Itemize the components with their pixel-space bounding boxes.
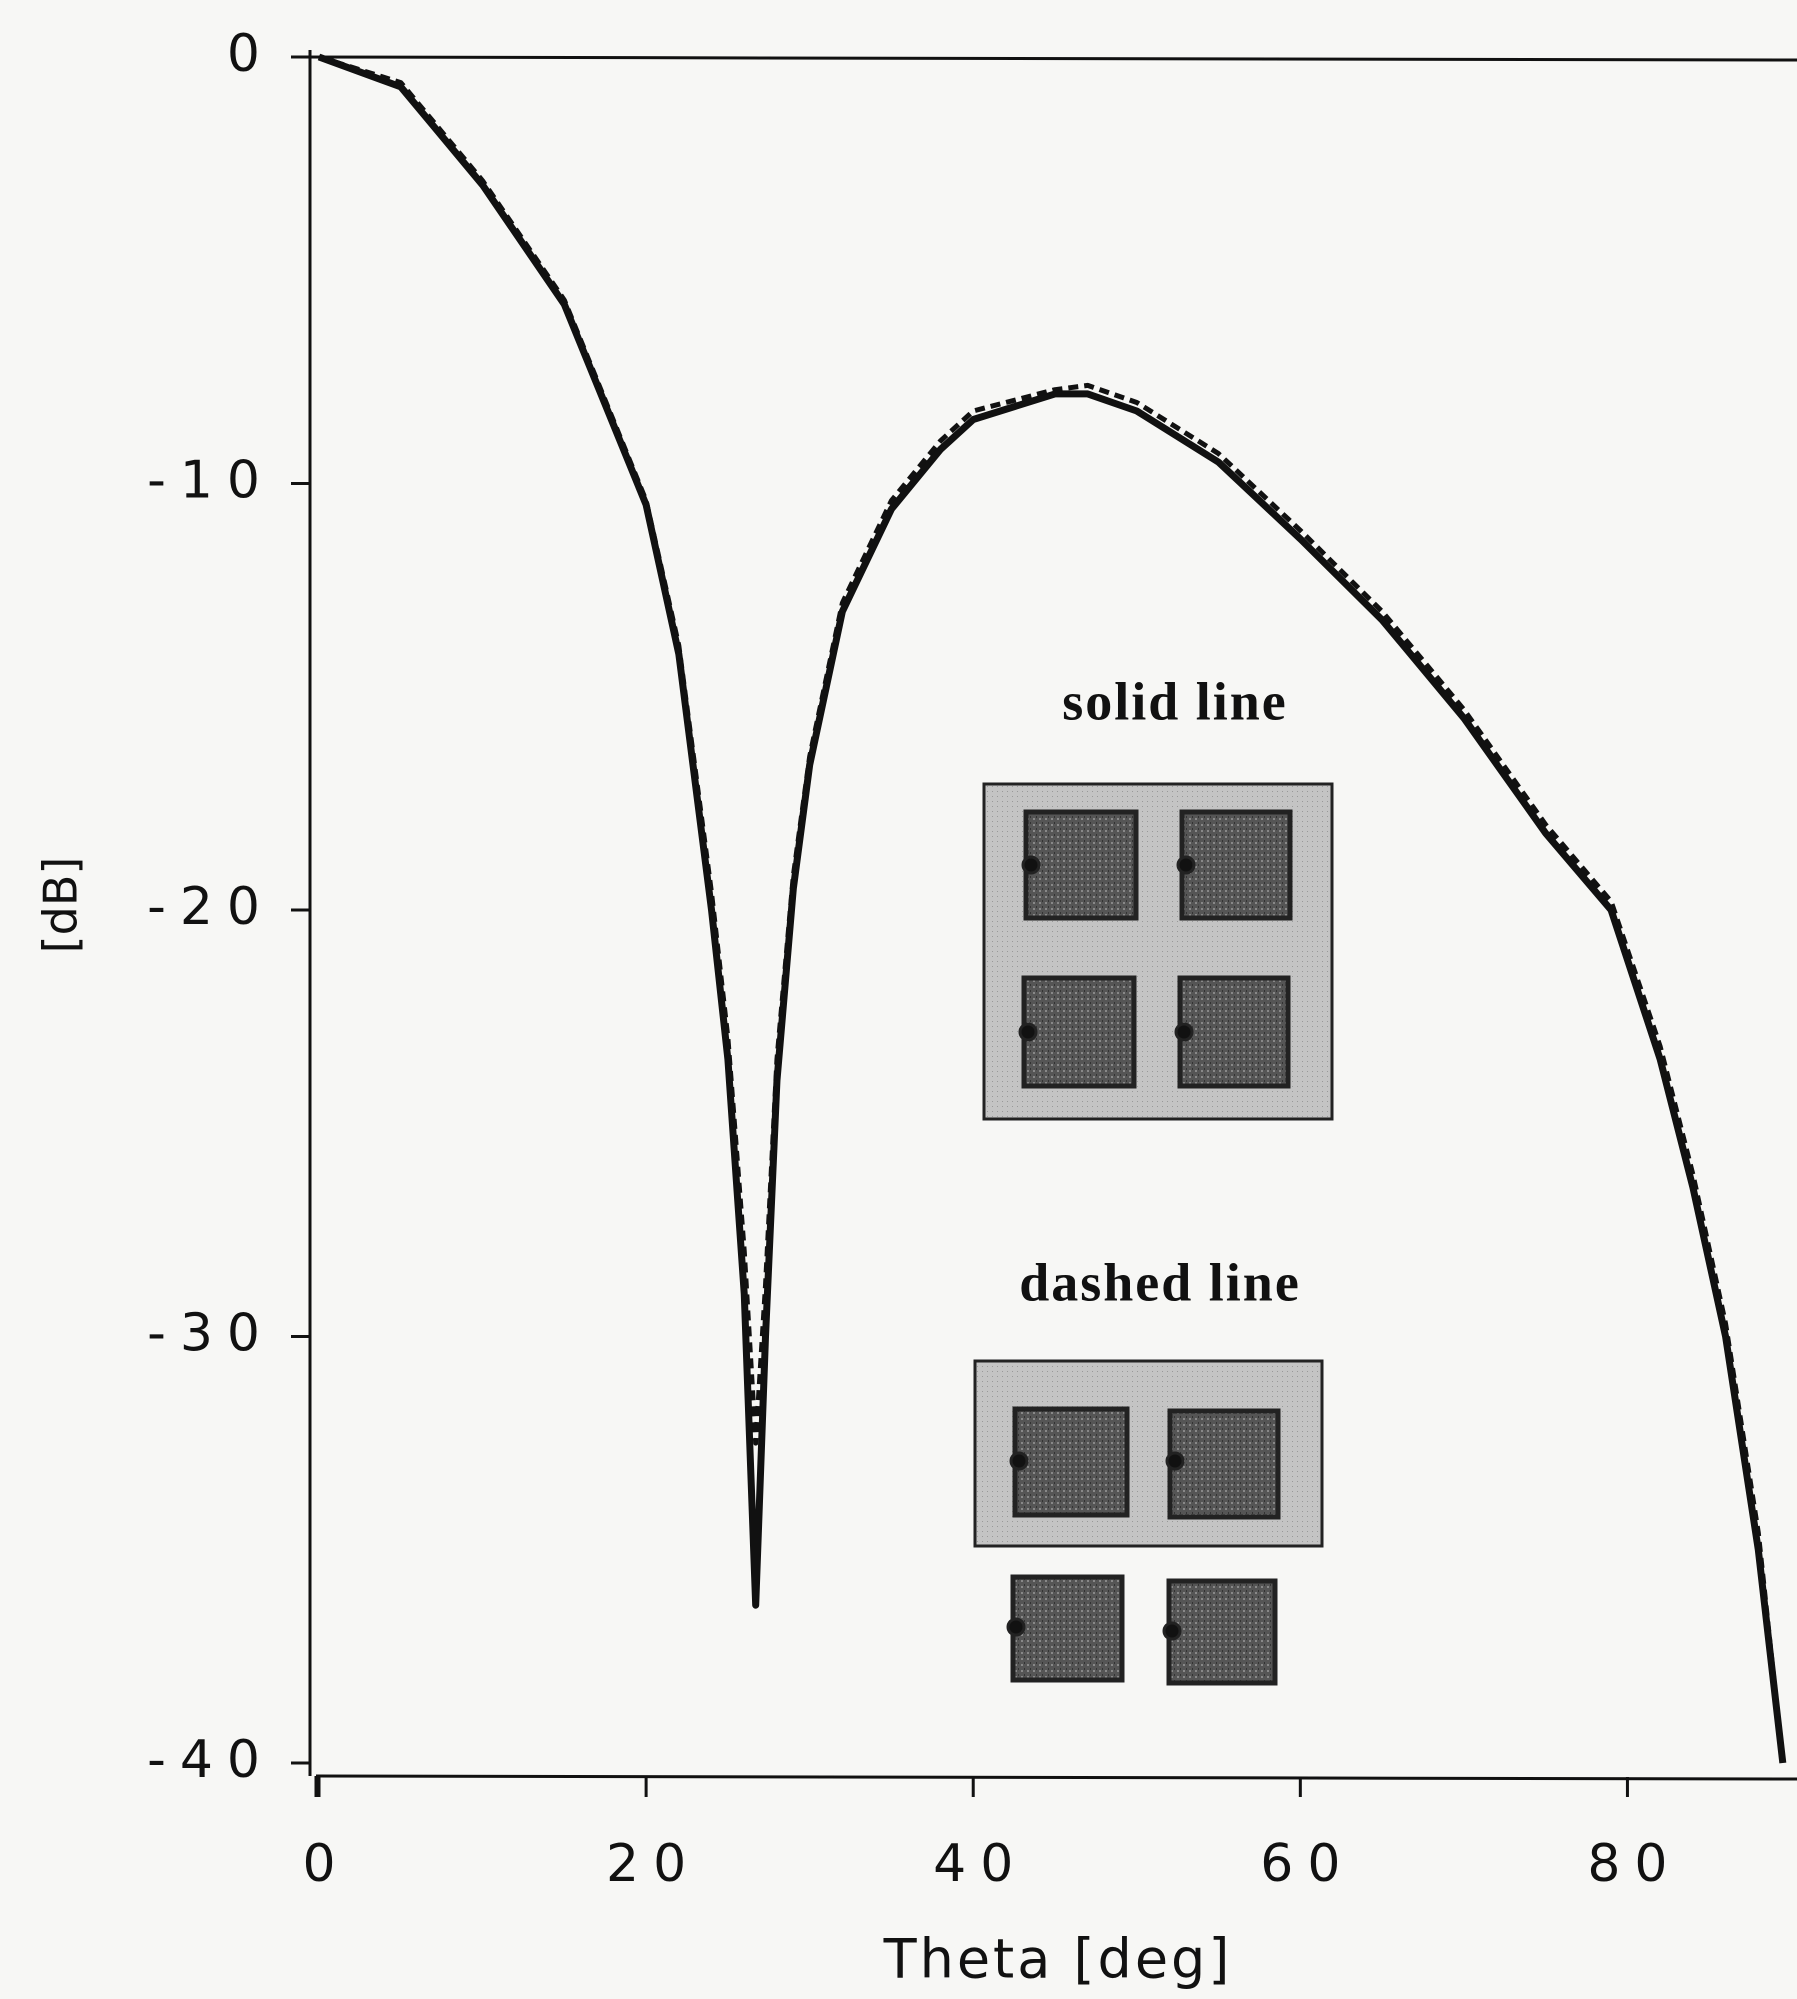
top-line — [290, 55, 1797, 62]
array-diagram — [982, 782, 1334, 1121]
y-tick-label: -10 — [147, 451, 274, 511]
x-tick-label: 40 — [933, 1834, 1027, 1894]
x-tick-label: 20 — [606, 1834, 700, 1894]
y-axis-title: [dB] — [34, 857, 88, 954]
y-tick-label: -20 — [147, 877, 274, 937]
array-diagram — [973, 1359, 1324, 1686]
annotation: dashed line — [1019, 1252, 1301, 1312]
x-axis-title: Theta [deg] — [883, 1928, 1233, 1991]
x-axis — [315, 1774, 1797, 1781]
y-tick-label: -30 — [147, 1304, 274, 1364]
y-tick-label: 0 — [227, 24, 274, 84]
x-tick-label: 60 — [1260, 1834, 1354, 1894]
x-tick-label: 0 — [302, 1834, 349, 1894]
annotation: solid line — [1062, 671, 1288, 731]
y-tick-label: -40 — [147, 1730, 274, 1790]
x-tick-label: 80 — [1587, 1834, 1681, 1894]
